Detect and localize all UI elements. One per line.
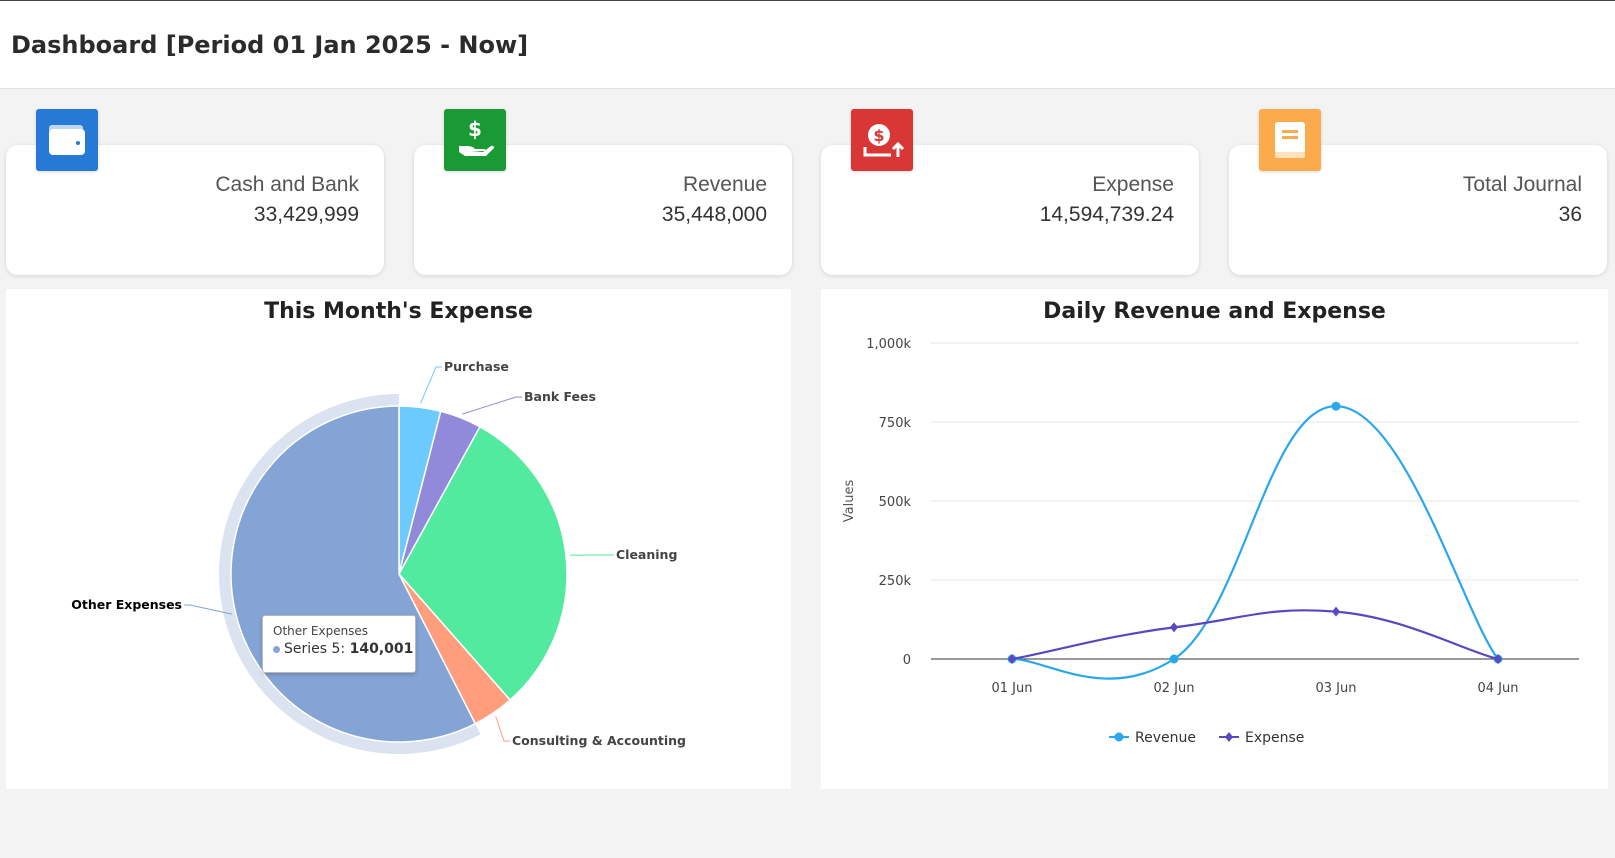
data-point xyxy=(1332,606,1340,617)
chart-tooltip: Other Expenses Series 5: 140,001 xyxy=(262,615,416,673)
legend-marker xyxy=(1114,732,1124,742)
card-total-journal[interactable]: Total Journal 36 xyxy=(1229,145,1607,275)
card-value: 35,448,000 xyxy=(661,203,767,226)
card-label: Revenue xyxy=(682,173,767,196)
card-value: 14,594,739.24 xyxy=(1039,203,1174,226)
pie-connector xyxy=(462,396,522,415)
pie-slice-cleaning xyxy=(398,425,568,702)
hand-money-icon: $ xyxy=(444,109,506,171)
revenue-chart-panel: Daily Revenue and Expense 0 250k 500k 750k 1… xyxy=(821,289,1608,789)
expense-pie-chart: Purchase Bank Fees Cleaning Consulting & Ac… xyxy=(71,359,686,754)
expense-chart-panel: This Month's Expense Purchase Bank Fees Cl… xyxy=(6,289,791,789)
chart-title: Daily Revenue and Expense xyxy=(1043,299,1386,324)
x-tick-label: 01 Jun xyxy=(992,681,1033,696)
card-label: Expense xyxy=(1092,173,1174,196)
x-tick-label: 03 Jun xyxy=(1316,681,1357,696)
pie-label: Cleaning xyxy=(616,547,677,562)
pie-label: Bank Fees xyxy=(524,389,596,404)
tooltip-title: Other Expenses xyxy=(273,624,369,638)
pie-label: Other Expenses xyxy=(71,597,182,612)
legend-item-revenue[interactable]: Revenue xyxy=(1135,730,1196,746)
chart-title: This Month's Expense xyxy=(264,299,533,324)
y-tick-label: 0 xyxy=(903,653,911,668)
y-tick-label: 250k xyxy=(879,574,912,589)
card-value: 36 xyxy=(1558,203,1582,226)
legend-item-expense[interactable]: Expense xyxy=(1245,730,1304,746)
svg-text:$: $ xyxy=(873,126,884,145)
pie-connector xyxy=(420,366,442,404)
pie-label: Purchase xyxy=(444,359,509,374)
card-value: 33,429,999 xyxy=(253,203,359,226)
pie-connector xyxy=(184,604,232,615)
x-tick-label: 02 Jun xyxy=(1154,681,1195,696)
pie-connector xyxy=(495,716,510,742)
revenue-line-chart: 0 250k 500k 750k 1,000k Values 01 Jun 02 Jun 03 … xyxy=(842,337,1579,746)
card-label: Total Journal xyxy=(1462,173,1582,196)
y-axis-label: Values xyxy=(842,480,857,523)
card-label: Cash and Bank xyxy=(215,173,359,196)
book-icon xyxy=(1259,109,1321,171)
wallet-icon xyxy=(36,109,98,171)
series-line-revenue xyxy=(1011,405,1499,680)
data-point xyxy=(1494,654,1502,664)
tooltip-series: Series 5: xyxy=(284,641,346,657)
top-bar: Dashboard [Period 01 Jan 2025 - Now] xyxy=(0,0,1615,89)
y-tick-label: 500k xyxy=(879,495,912,510)
legend-marker xyxy=(1225,732,1233,742)
y-tick-label: 1,000k xyxy=(866,337,911,352)
data-point xyxy=(1169,654,1179,664)
page-title: Dashboard [Period 01 Jan 2025 - Now] xyxy=(11,31,529,59)
data-point xyxy=(1170,622,1178,633)
tooltip-marker xyxy=(273,645,280,653)
data-point xyxy=(1331,401,1341,411)
svg-text:$: $ xyxy=(468,118,482,141)
tooltip-value: 140,001 xyxy=(349,641,414,657)
pie-label: Consulting & Accounting xyxy=(512,733,686,748)
series-line-expense xyxy=(1011,609,1499,661)
x-tick-label: 04 Jun xyxy=(1478,681,1519,696)
money-out-icon: $ xyxy=(851,109,913,171)
y-tick-label: 750k xyxy=(879,416,912,431)
data-point xyxy=(1008,654,1016,664)
